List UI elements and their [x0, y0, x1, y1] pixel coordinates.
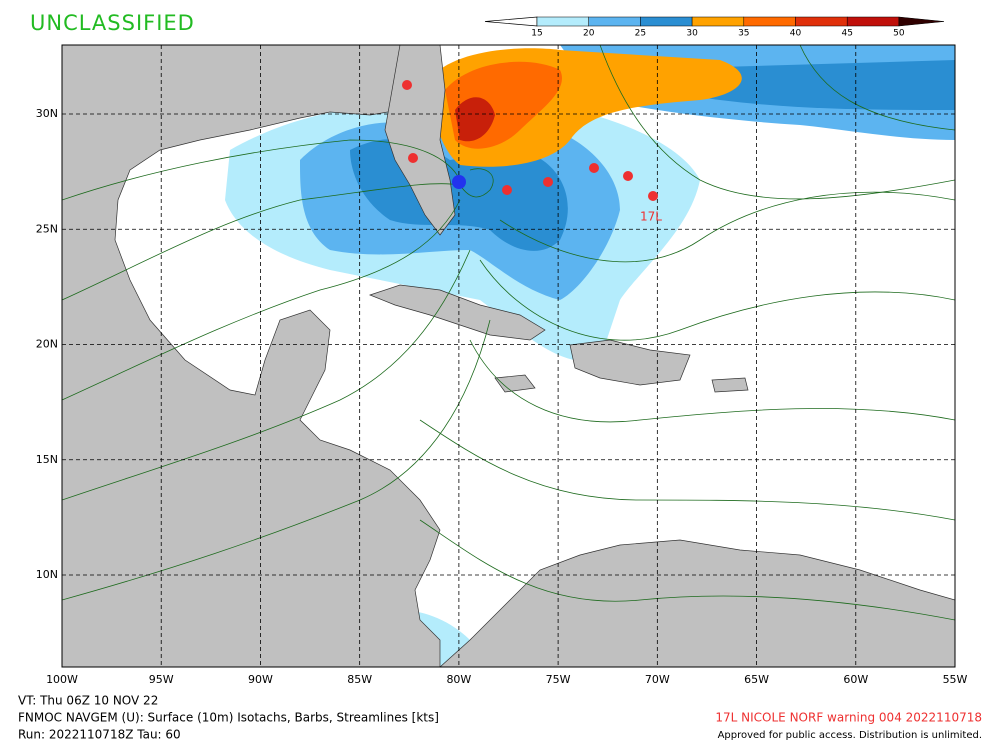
land-south-america: [439, 539, 955, 667]
map-area: 17L: [62, 45, 955, 667]
colorbar-label: 45: [841, 29, 852, 39]
colorbar-high: [898, 16, 944, 27]
lon-label: 85W: [347, 673, 372, 686]
land-hispaniola: [569, 339, 691, 386]
storm-label: 17L: [640, 210, 662, 224]
track-current: [452, 175, 466, 189]
colorbar-segment: [588, 16, 641, 27]
colorbar-label: 15: [531, 29, 542, 39]
lon-label: 75W: [546, 673, 571, 686]
colorbar-segment: [795, 16, 848, 27]
colorbar-segment: [691, 16, 745, 27]
track-point: [648, 191, 658, 201]
track-point: [623, 171, 633, 181]
lat-label: 30N: [36, 107, 58, 120]
lon-label: 70W: [645, 673, 670, 686]
storm-track: [402, 80, 658, 201]
lon-label: 95W: [149, 673, 174, 686]
axis-labels: 100W 95W 90W 85W 80W 75W 70W 65W 60W 55W 30N 25N 20N…: [36, 107, 968, 686]
colorbar-segment: [743, 16, 796, 27]
colorbar-label: 25: [635, 29, 646, 39]
colorbar-label: 30: [686, 29, 698, 39]
colorbar-label: 20: [583, 29, 595, 39]
approval-note: Approved for public access. Distribution…: [718, 730, 982, 741]
lat-label: 25N: [36, 222, 58, 235]
run-info: Run: 2022110718Z Tau: 60: [18, 728, 181, 742]
lat-label: 20N: [36, 338, 58, 351]
lon-label: 80W: [446, 673, 471, 686]
land-jamaica: [494, 374, 536, 393]
colorbar: 15 20 25 30 35 40 45 50: [484, 16, 944, 39]
track-point: [502, 185, 512, 195]
colorbar-label: 40: [790, 29, 802, 39]
track-point: [402, 80, 412, 90]
colorbar-low: [484, 16, 538, 27]
lon-label: 90W: [248, 673, 273, 686]
lat-label: 15N: [36, 453, 58, 466]
valid-time: VT: Thu 06Z 10 NOV 22: [18, 694, 158, 708]
land-puerto-rico: [711, 377, 749, 393]
land-cuba: [368, 284, 546, 341]
streamlines: [62, 45, 955, 621]
colorbar-label: 35: [738, 29, 749, 39]
map-frame: [61, 44, 956, 668]
lon-label: 55W: [943, 673, 968, 686]
graticule: [62, 45, 955, 667]
colorbar-segment: [536, 16, 589, 27]
track-point: [589, 163, 599, 173]
land-north-central-america: [62, 45, 441, 667]
colorbar-segment: [846, 16, 900, 27]
track-point: [543, 177, 553, 187]
classification: UNCLASSIFIED: [30, 11, 195, 35]
model-description: FNMOC NAVGEM (U): Surface (10m) Isotachs…: [18, 711, 439, 725]
colorbar-label: 50: [893, 29, 905, 39]
warning-info: 17L NICOLE NORF warning 004 2022110718: [715, 711, 982, 725]
lat-label: 10N: [36, 568, 58, 581]
lon-label: 60W: [843, 673, 868, 686]
land-florida: [384, 45, 456, 236]
track-point: [408, 153, 418, 163]
lon-label: 100W: [46, 673, 78, 686]
isotach-40: [455, 97, 495, 142]
lon-label: 65W: [744, 673, 769, 686]
colorbar-segment: [640, 16, 693, 27]
